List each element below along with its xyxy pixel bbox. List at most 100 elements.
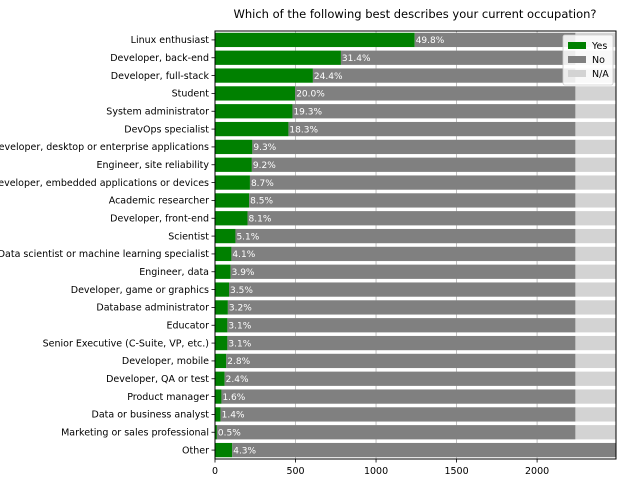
legend-label: No — [592, 55, 605, 66]
category-label: Engineer, data — [139, 267, 209, 278]
bar-no — [220, 407, 576, 422]
bar-n-a — [575, 318, 616, 333]
bar-n-a — [575, 246, 616, 262]
bar-n-a — [575, 139, 616, 155]
bar-value-label: 0.5% — [218, 428, 241, 438]
bar-n-a — [575, 211, 616, 226]
bar-value-label: 20.0% — [296, 90, 325, 100]
bar-n-a — [575, 335, 616, 351]
category-label: Developer, mobile — [122, 356, 209, 367]
x-tick-label: 2000 — [525, 466, 549, 477]
bar-yes — [215, 318, 228, 333]
bar-no — [231, 246, 576, 262]
category-label: Product manager — [127, 392, 209, 403]
bar-no — [247, 211, 576, 226]
category-label: Developer, desktop or enterprise applica… — [0, 142, 209, 153]
bar-n-a — [575, 282, 616, 297]
bar-yes — [215, 442, 233, 458]
bar-n-a — [575, 193, 616, 208]
bar-no — [227, 335, 576, 351]
bar-yes — [215, 300, 228, 315]
bar-value-label: 1.4% — [222, 411, 245, 421]
category-label: Developer, full-stack — [111, 71, 210, 82]
category-label: Data scientist or machine learning speci… — [0, 249, 209, 260]
bar-no — [227, 318, 576, 333]
legend-swatch — [568, 70, 586, 77]
legend-swatch — [568, 56, 586, 63]
category-label: Developer, back-end — [110, 53, 209, 64]
x-tick-label: 1000 — [364, 466, 388, 477]
bar-yes — [215, 68, 313, 83]
bar-value-label: 19.3% — [293, 107, 322, 117]
bar-value-label: 24.4% — [314, 72, 343, 82]
bar-yes — [215, 407, 221, 422]
grid-lines — [295, 31, 538, 459]
bar-yes — [215, 246, 232, 262]
bar-value-label: 4.1% — [232, 250, 255, 260]
bar-n-a — [575, 300, 616, 315]
bar-no — [232, 442, 616, 458]
category-label: Developer, QA or test — [106, 374, 209, 385]
bar-no — [295, 86, 576, 101]
bar-value-label: 8.1% — [249, 214, 272, 224]
category-label: Educator — [166, 321, 209, 332]
bar-yes — [215, 371, 225, 386]
bar-no — [414, 32, 576, 48]
bar-n-a — [575, 104, 616, 119]
category-label: System administrator — [106, 107, 209, 118]
legend: Yes No N/A — [562, 34, 614, 86]
category-label: Developer, embedded applications or devi… — [0, 178, 209, 189]
bar-no — [288, 121, 576, 137]
x-axis-ticks: 0 500 1000 1500 2000 — [212, 459, 549, 477]
bar-n-a — [575, 121, 616, 137]
bar-no — [249, 193, 576, 208]
bar-value-label: 3.1% — [228, 339, 251, 349]
bar-value-label: 1.6% — [222, 393, 245, 403]
bar-value-labels: 49.8% 31.4% 24.4% 20.0% 19.3% 18.3% 9.3% 9.2% 8.… — [218, 36, 445, 456]
legend-swatch — [568, 42, 586, 49]
bar-n-a — [575, 157, 616, 172]
bar-yes — [215, 353, 227, 369]
category-label: Data or business analyst — [92, 410, 210, 421]
bar-value-label: 49.8% — [416, 36, 445, 46]
bar-no — [292, 104, 576, 119]
category-label: Student — [172, 89, 210, 100]
bar-yes — [215, 139, 253, 155]
x-tick-label: 0 — [212, 466, 218, 477]
bar-no — [251, 157, 576, 172]
bar-n-a — [575, 228, 616, 244]
category-label: Developer, front-end — [110, 214, 209, 225]
category-label: Scientist — [168, 231, 209, 242]
category-labels: Linux enthusiast Developer, back-end Devel… — [0, 35, 215, 456]
category-label: Other — [182, 445, 209, 456]
bars — [215, 32, 616, 458]
bar-no — [235, 228, 576, 244]
legend-label: Yes — [591, 41, 607, 52]
bar-value-label: 9.2% — [253, 161, 276, 171]
bar-no — [340, 50, 576, 65]
bar-value-label: 3.5% — [230, 286, 253, 296]
bar-n-a — [575, 264, 616, 279]
bar-yes — [215, 32, 415, 48]
bar-yes — [215, 50, 341, 65]
category-label: Academic researcher — [109, 196, 209, 207]
category-label: Developer, game or graphics — [71, 285, 209, 296]
bar-yes — [215, 86, 296, 101]
bar-value-label: 3.2% — [229, 304, 252, 314]
bar-n-a — [575, 175, 616, 190]
bar-n-a — [575, 371, 616, 386]
bar-no — [312, 68, 576, 83]
category-label: Engineer, site reliability — [97, 160, 210, 171]
bar-n-a — [575, 86, 616, 101]
bar-no — [227, 300, 576, 315]
bar-yes — [215, 335, 228, 351]
x-tick-label: 500 — [286, 466, 304, 477]
bar-value-label: 9.3% — [253, 143, 276, 153]
category-label: Database administrator — [96, 303, 209, 314]
bar-yes — [215, 157, 252, 172]
bar-yes — [215, 264, 231, 279]
category-label: Linux enthusiast — [131, 35, 210, 46]
bar-yes — [215, 228, 236, 244]
bar-yes — [215, 282, 230, 297]
